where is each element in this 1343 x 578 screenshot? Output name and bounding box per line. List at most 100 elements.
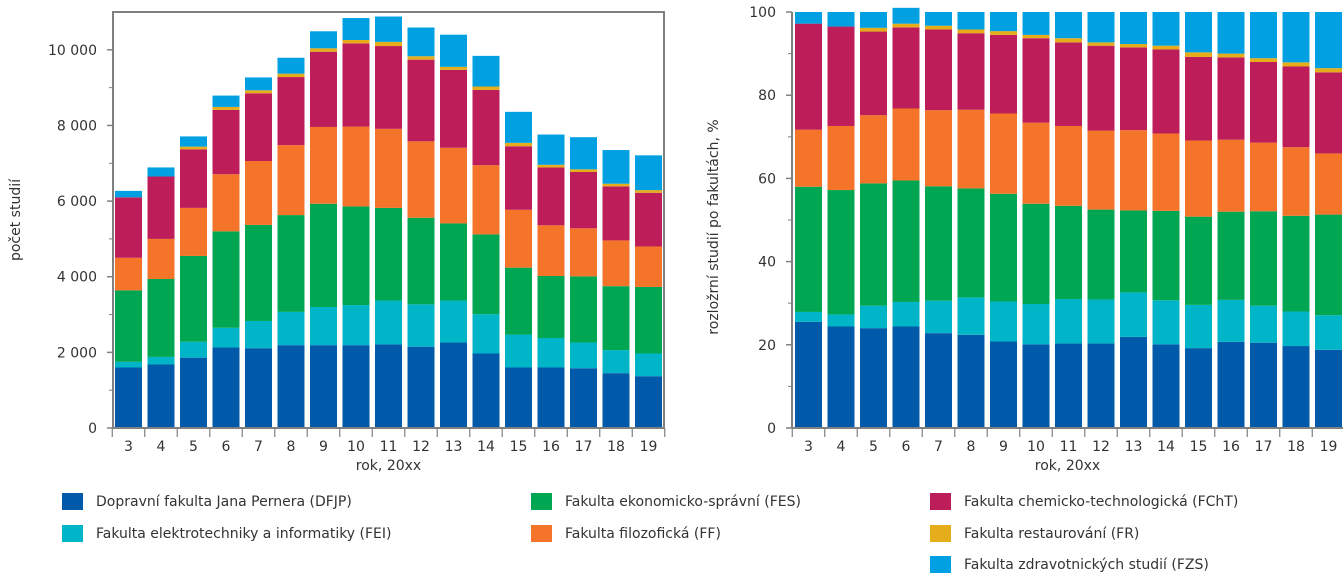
chart1-bar-fr-9 [310,48,337,52]
chart2-bar-fzs-17 [1250,12,1277,59]
chart1-bar-fzs-18 [602,150,630,184]
chart2-bar-fr-8 [957,29,985,34]
chart1-bar-ff-9 [310,126,337,204]
chart1-bar-fes-18 [602,286,630,351]
chart2-bar-fes-7 [925,186,952,301]
chart2-bar-fcht-19 [1315,72,1342,154]
chart2-bar-fei-8 [957,297,985,335]
chart1-bar-dfjp-9 [310,345,337,428]
chart2-bar-fr-12 [1087,42,1115,46]
chart1-bar-dfjp-19 [635,376,662,428]
chart2-xtick-label: 18 [1287,439,1305,455]
chart2-bar-fzs-3 [795,12,822,24]
chart2-bar-fes-5 [860,183,887,306]
chart2-bar-fes-8 [957,188,985,298]
chart1-bar-fr-5 [180,146,207,150]
chart2-bar-fr-17 [1250,58,1277,62]
chart2-xtick-label: 11 [1060,439,1078,455]
chart2-bar-fes-13 [1120,210,1147,293]
chart2-bar-fcht-18 [1282,66,1310,148]
chart1-bar-fr-16 [537,164,565,168]
chart2-bar-fzs-6 [892,7,920,24]
chart2-bar-dfjp-10 [1022,344,1050,428]
chart2-bar-fzs-16 [1217,12,1245,54]
chart2-bar-fei-19 [1315,315,1342,350]
chart2-bar-fcht-11 [1055,42,1082,126]
chart1-bar-fes-16 [537,275,565,338]
chart1-bar-fcht-13 [440,69,467,148]
chart2-bar-fr-19 [1315,68,1342,73]
chart1-bar-fzs-7 [245,77,272,91]
chart1-bar-dfjp-15 [505,367,532,428]
chart1-bar-fei-18 [602,350,630,374]
chart2-bar-dfjp-19 [1315,349,1342,428]
chart2-bar-fcht-9 [990,34,1017,114]
chart2-ytick-label: 60 [758,171,776,187]
chart1-bar-fes-6 [212,231,240,328]
chart2-bar-fes-9 [990,193,1017,302]
chart2-bar-fei-13 [1120,292,1147,337]
chart2-bar-dfjp-11 [1055,343,1082,428]
chart1-bar-ff-10 [342,126,370,207]
chart2-bar-ff-10 [1022,122,1050,204]
chart2-bar-fr-7 [925,25,952,30]
chart1-bar-ff-13 [440,147,467,224]
chart2-bar-fcht-3 [795,23,822,130]
chart1-ytick-label: 4 000 [57,270,97,286]
chart1-bar-dfjp-3 [115,367,142,428]
chart1-bar-fcht-6 [212,109,240,175]
chart1-bar-fes-7 [245,224,272,321]
chart2-bar-dfjp-12 [1087,343,1115,428]
chart2-bar-dfjp-9 [990,341,1017,428]
chart2-bar-dfjp-7 [925,333,952,428]
chart2-bar-dfjp-4 [827,326,855,428]
chart2-bar-dfjp-14 [1152,344,1180,428]
chart1-xtick-label: 15 [510,439,528,455]
chart1-bar-fcht-12 [407,59,435,142]
chart1-xtick-label: 18 [607,439,625,455]
chart1-bar-fes-12 [407,217,435,305]
chart1-bar-fei-17 [570,342,597,369]
chart2-bar-ff-14 [1152,133,1180,211]
chart1-bar-dfjp-13 [440,342,467,428]
chart1-bar-ff-4 [147,238,175,279]
chart2-bar-fzs-9 [990,12,1017,32]
chart2-bar-fr-14 [1152,45,1180,50]
chart2-bar-fes-3 [795,186,822,312]
chart1-ytick-label: 2 000 [57,345,97,361]
chart1-bar-fes-11 [375,207,402,301]
chart2-bar-fes-16 [1217,211,1245,300]
chart1-bar-fei-16 [537,337,565,368]
chart1-bar-fes-17 [570,276,597,343]
chart2-bar-dfjp-16 [1217,341,1245,428]
chart2-bar-fes-19 [1315,214,1342,316]
chart1-bar-fcht-5 [180,149,207,208]
chart1-xtick-label: 9 [319,439,328,455]
chart2-bar-fzs-11 [1055,12,1082,39]
chart2-bar-fei-12 [1087,299,1115,344]
chart1-xtick-label: 12 [412,439,430,455]
chart1-bar-fei-6 [212,327,240,348]
chart1-xtick-label: 6 [222,439,231,455]
chart2-bar-fcht-6 [892,27,920,109]
chart2-bar-fei-4 [827,314,855,327]
chart2-bar-fr-9 [990,31,1017,35]
chart2-xtick-label: 4 [837,439,846,455]
chart1-bar-ff-3 [115,257,142,291]
chart2-ytick-label: 0 [767,421,776,437]
chart1-bar-fr-7 [245,90,272,94]
chart1-bar-fcht-15 [505,146,532,210]
chart2-bar-ff-7 [925,110,952,187]
chart1-bar-fcht-3 [115,197,142,258]
chart1-bar-fzs-4 [147,167,175,177]
chart2-bar-fzs-4 [827,12,855,27]
chart2-bar-fcht-17 [1250,61,1277,143]
chart1-bar-ff-5 [180,207,207,256]
chart2-bar-fr-16 [1217,53,1245,58]
chart2-bar-ff-16 [1217,139,1245,212]
chart2-xtick-label: 16 [1222,439,1240,455]
chart2-bar-ff-12 [1087,130,1115,210]
chart1-bar-fr-13 [440,66,467,70]
chart1-bar-dfjp-12 [407,346,435,428]
